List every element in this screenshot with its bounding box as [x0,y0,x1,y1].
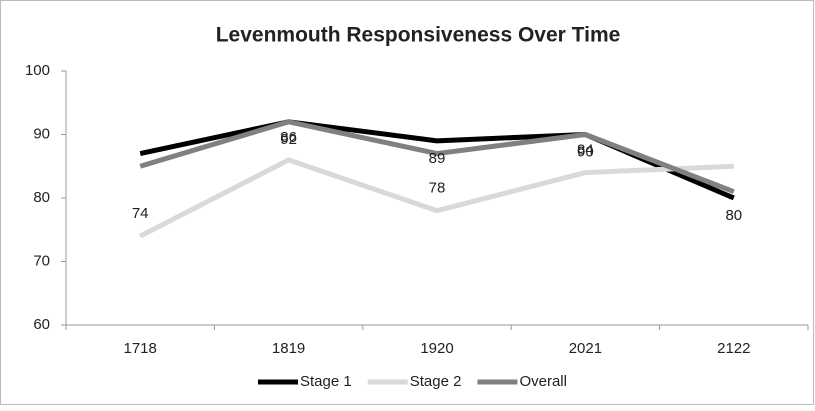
data-label: 78 [429,180,446,197]
series-line [139,157,734,239]
chart-title: Levenmouth Responsiveness Over Time [216,24,621,47]
x-tick-label: 2021 [569,340,602,357]
legend-label: Overall [519,373,567,390]
x-tick-label: 1718 [124,340,157,357]
data-label: 74 [132,205,149,222]
series-line [139,119,735,194]
data-label: 90 [577,143,594,160]
data-label: 89 [429,150,446,167]
y-tick-label: 90 [33,125,50,142]
data-label: 86 [280,129,297,146]
data-label: 92 [280,131,297,148]
y-tick-label: 60 [33,316,50,333]
legend-label: Stage 1 [300,373,352,390]
y-tick-label: 100 [25,62,50,79]
x-tick-label: 1819 [272,340,305,357]
x-tick-label: 1920 [420,340,453,357]
data-label: 84 [577,142,594,159]
legend-label: Stage 2 [410,373,462,390]
data-label: 80 [725,207,742,224]
y-tick-label: 70 [33,252,50,269]
x-tick-label: 2122 [717,340,750,357]
y-tick-label: 80 [33,189,50,206]
